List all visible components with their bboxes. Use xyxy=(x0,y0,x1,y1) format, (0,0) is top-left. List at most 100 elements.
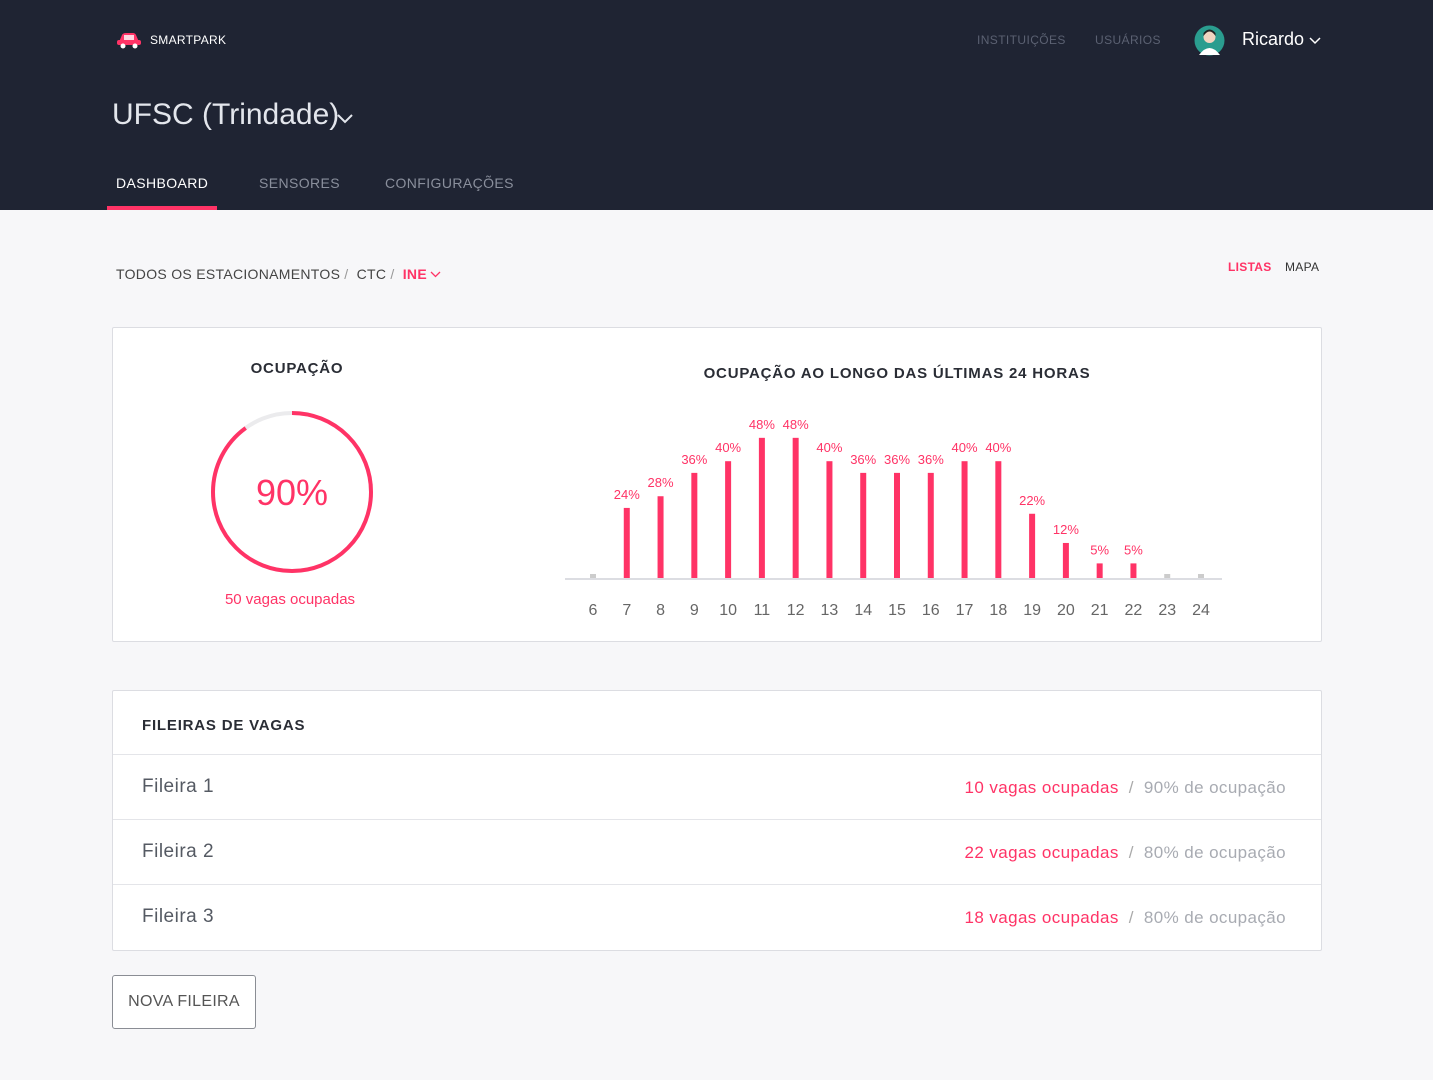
x-tick-label: 10 xyxy=(719,602,737,619)
x-tick-label: 21 xyxy=(1091,602,1109,619)
top-bar: SMARTPARK INSTITUIÇÕES USUÁRIOS Ricardo … xyxy=(0,0,1433,210)
chevron xyxy=(337,114,353,124)
tab[interactable]: SENSORES xyxy=(259,175,340,191)
row[interactable]: Fileira 3 18 vagas ocupadas / 80% de ocupaç… xyxy=(113,884,1321,950)
x-tick-label: 9 xyxy=(690,602,699,619)
x-tick-label: 14 xyxy=(854,602,872,619)
user-menu[interactable]: Ricardo xyxy=(1242,29,1305,49)
chart-title: OCUPAÇÃO AO LONGO DAS ÚLTIMAS 24 HORAS xyxy=(704,364,1091,382)
row-separator: / xyxy=(1128,843,1134,862)
bar xyxy=(1130,563,1137,578)
tab[interactable]: CONFIGURAÇÕES xyxy=(385,175,514,191)
institution-selector[interactable]: UFSC (Trindade) xyxy=(112,98,340,131)
bar xyxy=(1029,513,1036,578)
x-tick-label: 17 xyxy=(956,602,974,619)
row-separator: / xyxy=(1128,778,1134,797)
row-name: Fileira 1 xyxy=(142,776,215,797)
view-toggle[interactable]: LISTAS xyxy=(1228,260,1272,274)
bar xyxy=(1198,574,1204,578)
value-label: 40% xyxy=(952,440,978,455)
bar xyxy=(894,472,900,578)
breadcrumb-item[interactable]: CTC xyxy=(356,266,387,282)
row-name: Fileira 3 xyxy=(142,906,215,927)
row-stats: 18 vagas ocupadas / 80% de ocupação xyxy=(965,908,1286,928)
value-label: 36% xyxy=(681,452,707,467)
new-row-button[interactable]: NOVA FILEIRA xyxy=(112,975,256,1029)
view-toggle[interactable]: MAPA xyxy=(1285,260,1320,274)
tab[interactable]: DASHBOARD xyxy=(116,175,209,191)
breadcrumb-separator: / xyxy=(344,266,349,282)
value-label: 5% xyxy=(1124,542,1143,557)
x-tick-label: 24 xyxy=(1192,602,1210,619)
nav-link[interactable]: INSTITUIÇÕES xyxy=(977,33,1066,47)
row-stats: 10 vagas ocupadas / 90% de ocupação xyxy=(965,778,1286,798)
breadcrumb-item[interactable]: INE xyxy=(402,266,427,282)
value-label: 12% xyxy=(1053,522,1079,537)
occupancy-card: OCUPAÇÃO 90% 50 vagas ocupadas OCUPAÇÃO … xyxy=(112,327,1322,642)
x-tick-label: 22 xyxy=(1125,602,1143,619)
breadcrumb-item[interactable]: TODOS OS ESTACIONAMENTOS xyxy=(116,266,341,282)
tab-indicator xyxy=(107,206,217,210)
brand-icon xyxy=(117,33,141,49)
x-tick-label: 18 xyxy=(989,602,1007,619)
row[interactable]: Fileira 1 10 vagas ocupadas / 90% de ocupaç… xyxy=(113,754,1321,820)
value-label: 24% xyxy=(614,487,640,502)
gauge-arc xyxy=(211,411,373,573)
row-occupied: 10 vagas ocupadas xyxy=(964,778,1119,797)
chevron[interactable] xyxy=(430,271,441,278)
x-tick-label: 15 xyxy=(888,602,906,619)
x-tick-label: 8 xyxy=(656,602,665,619)
bar xyxy=(691,472,698,578)
value-label: 48% xyxy=(783,417,809,432)
value-label: 36% xyxy=(850,452,876,467)
row-name: Fileira 2 xyxy=(142,841,215,862)
gauge-value: 90% xyxy=(256,472,328,513)
nav-link[interactable]: USUÁRIOS xyxy=(1095,33,1161,47)
bar xyxy=(657,496,664,578)
rows-title: FILEIRAS DE VAGAS xyxy=(142,717,306,734)
bar xyxy=(826,461,833,578)
row-occupied: 22 vagas ocupadas xyxy=(964,843,1119,862)
row[interactable]: Fileira 2 22 vagas ocupadas / 80% de ocupaç… xyxy=(113,819,1321,885)
gauge-title: OCUPAÇÃO xyxy=(251,359,344,377)
x-tick-label: 23 xyxy=(1158,602,1176,619)
avatar[interactable] xyxy=(1194,25,1225,56)
value-label: 36% xyxy=(884,452,910,467)
brand[interactable]: SMARTPARK xyxy=(150,33,227,47)
bar xyxy=(792,437,799,578)
breadcrumb-separator: / xyxy=(390,266,395,282)
bar xyxy=(995,461,1002,578)
row-rate: 80% de ocupação xyxy=(1143,843,1286,862)
row-separator: / xyxy=(1128,908,1134,927)
row-occupied: 18 vagas ocupadas xyxy=(964,908,1119,927)
row-rate: 90% de ocupação xyxy=(1143,778,1286,797)
row-rate: 80% de ocupação xyxy=(1143,908,1286,927)
bar xyxy=(860,472,867,578)
x-tick-label: 16 xyxy=(922,602,940,619)
value-label: 48% xyxy=(749,417,775,432)
value-label: 36% xyxy=(918,452,944,467)
bar xyxy=(725,461,732,578)
bar xyxy=(590,574,596,578)
x-tick-label: 11 xyxy=(754,602,771,619)
gauge-caption: 50 vagas ocupadas xyxy=(225,591,355,608)
bar xyxy=(1164,574,1171,578)
value-label: 40% xyxy=(715,440,741,455)
x-tick-label: 6 xyxy=(589,602,598,619)
bar xyxy=(623,507,630,578)
value-label: 40% xyxy=(985,440,1011,455)
bar xyxy=(758,437,765,578)
x-tick-label: 7 xyxy=(622,602,631,619)
value-label: 40% xyxy=(816,440,842,455)
x-tick-label: 13 xyxy=(821,602,839,619)
value-label: 5% xyxy=(1090,542,1109,557)
occupancy-charts: OCUPAÇÃO 90% 50 vagas ocupadas OCUPAÇÃO … xyxy=(211,359,1222,619)
bar xyxy=(961,461,968,578)
value-label: 28% xyxy=(648,475,674,490)
breadcrumb: TODOS OS ESTACIONAMENTOS / CTC / INE xyxy=(116,266,431,282)
row-stats: 22 vagas ocupadas / 80% de ocupação xyxy=(965,843,1286,863)
bar xyxy=(1062,542,1069,578)
chevron xyxy=(1309,37,1321,45)
value-label: 22% xyxy=(1019,493,1045,508)
